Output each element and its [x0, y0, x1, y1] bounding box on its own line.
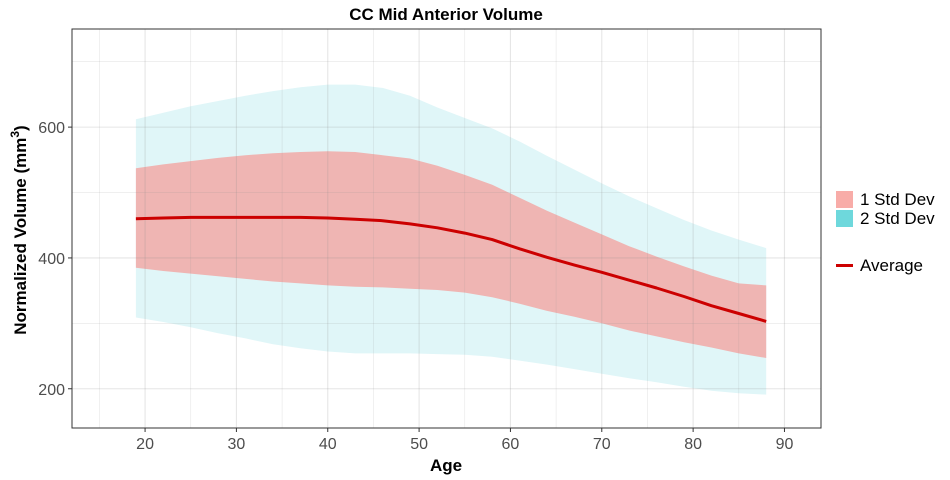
- legend-label-2-std-dev: 2 Std Dev: [860, 209, 935, 228]
- legend-label-average: Average: [860, 256, 923, 275]
- x-tick-label: 60: [502, 436, 520, 453]
- band-1-std-dev: [135, 151, 767, 358]
- y-axis-title-superscript: 3: [8, 131, 22, 138]
- y-tick-label: 200: [38, 382, 65, 399]
- average-line: [135, 215, 767, 323]
- x-tick-label: 50: [410, 436, 428, 453]
- x-tick-label: 40: [319, 436, 337, 453]
- y-tick-label: 400: [38, 251, 65, 268]
- x-tick-label: 80: [684, 436, 702, 453]
- legend-label-1-std-dev: 1 Std Dev: [860, 190, 935, 209]
- x-tick-label: 70: [593, 436, 611, 453]
- legend-swatch-1-std-dev: [836, 191, 853, 208]
- y-axis-title-close: ): [11, 125, 30, 131]
- chart-title: CC Mid Anterior Volume: [349, 5, 543, 24]
- panel-border: [71, 28, 822, 429]
- y-tick-label: 600: [38, 120, 65, 137]
- x-tick-label: 20: [136, 436, 154, 453]
- x-tick-label: 30: [228, 436, 246, 453]
- legend-swatch-2-std-dev: [836, 210, 853, 227]
- y-axis-title: Normalized Volume (mm3): [8, 125, 30, 334]
- x-tick-label: 90: [776, 436, 794, 453]
- x-axis-title: Age: [430, 456, 462, 475]
- y-axis-title-main: Normalized Volume (mm: [11, 138, 30, 335]
